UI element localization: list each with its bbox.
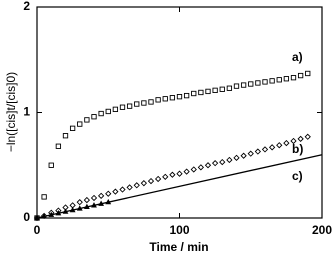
diamond-marker <box>90 194 98 202</box>
triangle-marker <box>69 206 76 213</box>
square-marker <box>198 89 204 96</box>
y-axis-label: −ln([cis]t/[cis]0) <box>4 72 18 152</box>
square-marker <box>212 87 218 93</box>
diamond-marker <box>169 171 176 178</box>
diamond-marker <box>290 137 297 145</box>
diamond-marker <box>219 158 226 166</box>
diamond-marker <box>133 182 140 189</box>
diamond-marker <box>147 177 155 185</box>
square-marker <box>226 85 233 91</box>
diamond-marker <box>140 180 148 187</box>
x-axis-label: Time / min <box>149 240 208 254</box>
series-label: c) <box>292 169 303 183</box>
square-marker <box>162 96 168 102</box>
diamond-marker <box>119 186 126 193</box>
diamond-marker <box>176 170 183 177</box>
diamond-marker <box>97 192 105 199</box>
square-marker <box>62 133 69 139</box>
diamond-marker <box>276 142 283 149</box>
square-marker <box>55 143 62 149</box>
square-marker <box>283 76 290 82</box>
square-marker <box>176 94 183 100</box>
square-marker <box>141 100 147 106</box>
y-tick-label: 2 <box>23 0 30 13</box>
triangle-marker <box>91 202 97 208</box>
diamond-marker <box>105 190 112 197</box>
square-marker <box>105 108 111 115</box>
triangle-marker <box>62 208 69 214</box>
square-marker <box>255 80 261 86</box>
square-marker <box>205 88 211 95</box>
square-marker <box>155 97 161 103</box>
square-marker <box>191 90 197 97</box>
triangle-marker <box>105 198 112 205</box>
square-marker <box>48 162 54 168</box>
diamond-marker <box>126 184 133 191</box>
x-tick-label: 0 <box>34 223 41 237</box>
diamond-marker <box>83 196 91 204</box>
square-marker <box>134 101 140 107</box>
fit-line <box>36 154 323 219</box>
diamond-marker <box>304 133 311 140</box>
square-marker <box>91 114 97 120</box>
diamond-marker <box>283 139 290 147</box>
square-marker <box>98 110 104 117</box>
diamond-marker <box>162 173 169 180</box>
series-label: a) <box>292 50 303 64</box>
diamond-marker <box>211 160 219 167</box>
square-marker <box>126 103 133 109</box>
x-tick-label: 200 <box>312 223 332 237</box>
square-marker <box>305 70 311 77</box>
square-marker <box>233 83 240 89</box>
square-marker <box>248 81 254 87</box>
y-tick-label: 0 <box>23 210 30 224</box>
diamond-marker <box>226 156 233 164</box>
diamond-marker <box>233 154 240 162</box>
triangle-marker <box>98 200 105 206</box>
square-marker <box>77 121 83 127</box>
diamond-marker <box>240 152 247 159</box>
square-marker <box>219 86 225 92</box>
square-marker <box>240 82 247 88</box>
diamond-marker <box>76 199 83 206</box>
triangle-marker <box>41 213 48 219</box>
square-marker <box>148 99 154 105</box>
square-marker <box>290 75 297 81</box>
series-label: b) <box>292 142 303 156</box>
diamond-marker <box>112 188 119 195</box>
diamond-marker <box>261 146 269 153</box>
square-marker <box>41 194 47 200</box>
triangle-marker <box>48 211 55 217</box>
diamond-marker <box>268 144 276 151</box>
diamond-marker <box>197 164 205 171</box>
square-marker <box>276 77 282 83</box>
square-marker <box>269 78 275 84</box>
x-tick-label: 100 <box>169 223 189 237</box>
diamond-marker <box>183 168 190 175</box>
diamond-marker <box>204 162 212 169</box>
triangle-marker <box>83 203 90 210</box>
diamond-marker <box>254 148 262 155</box>
square-marker <box>112 106 119 112</box>
square-marker <box>69 125 76 131</box>
square-marker <box>119 104 126 110</box>
triangle-marker <box>76 205 83 211</box>
square-marker <box>84 117 90 123</box>
square-marker <box>169 95 176 101</box>
diamond-marker <box>154 175 162 183</box>
triangle-marker <box>34 214 40 221</box>
diamond-marker <box>247 150 254 157</box>
square-marker <box>262 79 268 85</box>
triangle-marker <box>55 210 62 216</box>
diamond-marker <box>297 135 304 143</box>
square-marker <box>183 92 190 99</box>
diamond-marker <box>190 166 197 173</box>
y-tick-label: 1 <box>23 105 30 119</box>
square-marker <box>297 72 304 79</box>
